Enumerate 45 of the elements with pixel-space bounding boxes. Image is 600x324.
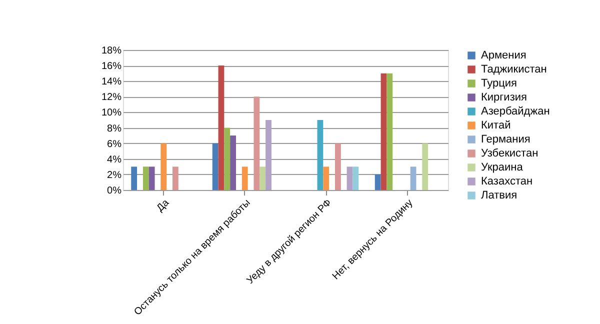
legend-label: Азербайджан xyxy=(481,106,550,118)
y-tick-label: 4% xyxy=(107,154,122,166)
bar xyxy=(160,143,167,190)
legend-label: Казахстан xyxy=(481,176,533,188)
bar xyxy=(334,143,341,190)
bar xyxy=(142,166,149,190)
legend-label: Украина xyxy=(481,162,524,174)
bar xyxy=(352,166,359,190)
bar xyxy=(422,143,428,190)
bar xyxy=(230,136,236,190)
legend-label: Китай xyxy=(481,120,511,132)
y-tick-label: 2% xyxy=(107,170,122,181)
bar xyxy=(148,166,155,190)
bar xyxy=(386,73,393,190)
bar xyxy=(242,166,248,190)
bar xyxy=(323,166,330,190)
bar xyxy=(212,143,218,190)
bar xyxy=(266,120,272,190)
y-tick-label: 10% xyxy=(101,108,122,119)
legend-label: Германия xyxy=(481,134,530,146)
y-tick-label: 12% xyxy=(101,92,122,104)
bar xyxy=(260,166,266,190)
legend-label: Узбекистан xyxy=(481,148,538,160)
bar xyxy=(131,166,138,190)
bar xyxy=(317,120,324,190)
bar xyxy=(380,73,387,190)
y-tick-label: 6% xyxy=(107,138,122,150)
legend-label: Латвия xyxy=(481,190,518,202)
legend-label: Таджикистан xyxy=(481,64,547,76)
bar xyxy=(172,166,178,190)
y-tick-label: 0% xyxy=(107,186,122,196)
y-tick-label: 16% xyxy=(101,61,122,72)
legend-label: Киргизия xyxy=(481,92,528,104)
bar xyxy=(346,166,353,190)
bar xyxy=(218,66,224,190)
bar xyxy=(374,174,381,190)
legend-label: Армения xyxy=(481,50,526,62)
bar xyxy=(410,166,416,190)
x-tick-label: Да xyxy=(154,197,172,214)
bar xyxy=(224,128,230,190)
y-tick-label: 8% xyxy=(107,123,122,134)
y-tick-label: 18% xyxy=(101,46,122,56)
legend-label: Турция xyxy=(481,78,518,90)
bar xyxy=(254,96,260,190)
y-tick-label: 14% xyxy=(101,76,122,88)
